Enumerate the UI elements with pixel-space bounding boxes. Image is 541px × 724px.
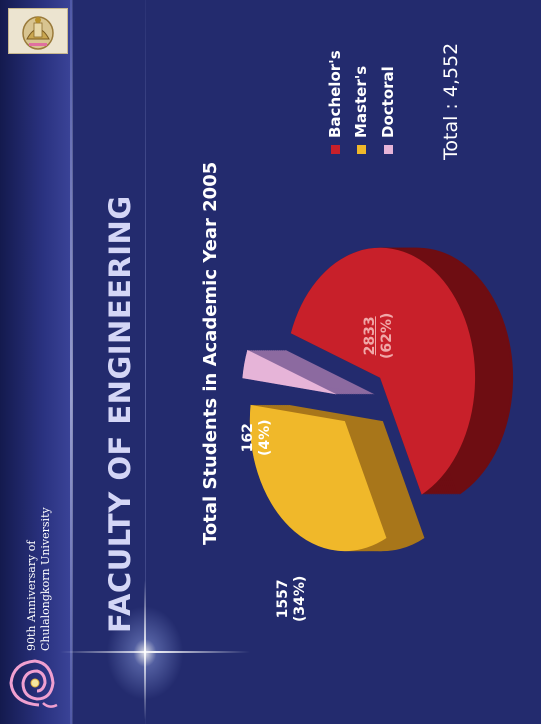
- data-label-doctoral-value: 162: [240, 423, 256, 453]
- pie-slice-masters: [249, 404, 425, 552]
- vertical-light-line: [145, 0, 146, 724]
- data-label-doctoral-percent: (4%): [257, 419, 273, 456]
- pie-slice-top-bachelors: [290, 247, 476, 495]
- data-label-bachelors: 2833 (62%): [362, 313, 396, 359]
- legend-swatch-masters: [357, 145, 366, 154]
- pie-slice-bachelors: [290, 247, 514, 495]
- data-label-bachelors-percent: (62%): [379, 312, 395, 359]
- light-flare-vertical: [144, 580, 146, 720]
- anniversary-emblem-icon: [2, 650, 62, 716]
- data-label-masters-value: 1557: [275, 579, 291, 619]
- pie-slice-top-masters: [249, 404, 387, 552]
- legend-swatch-bachelors: [331, 145, 340, 154]
- band-edge-highlight: [70, 0, 73, 724]
- university-seal-icon: [8, 8, 68, 54]
- pie-slice-doctoral: [242, 349, 375, 395]
- legend-label-masters: Master's: [352, 65, 370, 138]
- data-label-bachelors-value: 2833: [362, 316, 378, 356]
- data-label-doctoral: 162 (4%): [240, 419, 274, 456]
- data-label-masters: 1557 (34%): [275, 576, 309, 622]
- legend-swatch-doctoral: [384, 145, 393, 154]
- legend-label-doctoral: Doctoral: [379, 66, 397, 138]
- legend-label-bachelors: Bachelor's: [326, 50, 344, 138]
- light-flare-horizontal: [60, 651, 250, 653]
- pie-slice-top-doctoral: [242, 349, 337, 395]
- left-decorative-band: [0, 0, 72, 724]
- data-label-masters-percent: (34%): [292, 575, 308, 622]
- total-label: Total : 4,552: [440, 42, 462, 160]
